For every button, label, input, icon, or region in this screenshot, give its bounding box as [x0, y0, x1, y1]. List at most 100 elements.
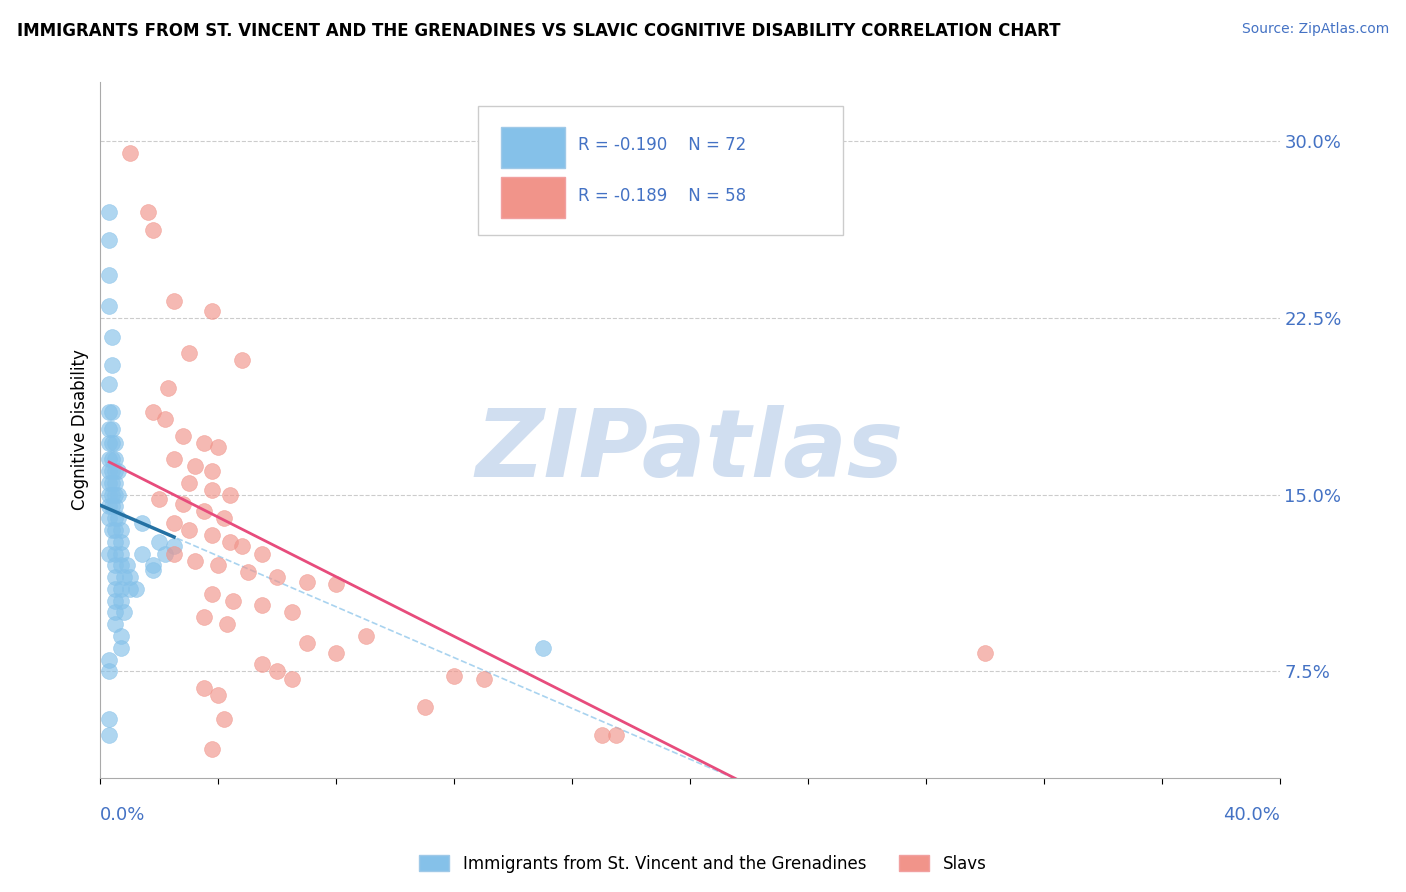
Point	[98, 653, 121, 667]
Point	[104, 558, 127, 573]
Point	[101, 523, 124, 537]
Point	[212, 712, 235, 726]
Point	[157, 381, 180, 395]
Point	[148, 534, 170, 549]
Point	[125, 582, 148, 596]
Point	[142, 558, 165, 573]
Point	[112, 606, 135, 620]
Point	[118, 570, 141, 584]
Point	[101, 405, 124, 419]
Point	[231, 353, 253, 368]
Point	[98, 547, 121, 561]
Point	[110, 629, 132, 643]
Point	[281, 606, 304, 620]
Point	[207, 558, 229, 573]
Point	[155, 412, 177, 426]
Point	[101, 435, 124, 450]
Point	[163, 540, 186, 554]
Point	[443, 669, 465, 683]
Point	[98, 435, 121, 450]
Text: ZIPatlas: ZIPatlas	[475, 405, 904, 497]
Point	[142, 405, 165, 419]
Point	[110, 547, 132, 561]
Text: 40.0%: 40.0%	[1223, 805, 1279, 824]
Point	[163, 516, 186, 530]
Point	[104, 511, 127, 525]
Point	[281, 672, 304, 686]
Point	[118, 145, 141, 160]
Point	[177, 475, 200, 490]
Point	[973, 646, 995, 660]
Point	[104, 487, 127, 501]
Point	[219, 534, 242, 549]
Point	[325, 646, 347, 660]
Text: R = -0.189    N = 58: R = -0.189 N = 58	[578, 186, 747, 205]
Point	[212, 511, 235, 525]
Point	[98, 233, 121, 247]
Point	[101, 452, 124, 467]
FancyBboxPatch shape	[502, 127, 565, 168]
Point	[472, 672, 495, 686]
Point	[177, 346, 200, 360]
Point	[217, 617, 239, 632]
Point	[201, 303, 224, 318]
Point	[98, 299, 121, 313]
Point	[101, 500, 124, 514]
Point	[104, 452, 127, 467]
Text: IMMIGRANTS FROM ST. VINCENT AND THE GRENADINES VS SLAVIC COGNITIVE DISABILITY CO: IMMIGRANTS FROM ST. VINCENT AND THE GREN…	[17, 22, 1060, 40]
Point	[104, 435, 127, 450]
Point	[183, 553, 205, 567]
Point	[231, 540, 253, 554]
Point	[101, 421, 124, 435]
Point	[110, 640, 132, 655]
Point	[201, 464, 224, 478]
Point	[98, 464, 121, 478]
Point	[252, 547, 274, 561]
Point	[207, 688, 229, 702]
Point	[110, 582, 132, 596]
Point	[266, 665, 288, 679]
Point	[325, 577, 347, 591]
Point	[131, 547, 153, 561]
Point	[104, 617, 127, 632]
Text: R = -0.190    N = 72: R = -0.190 N = 72	[578, 136, 747, 154]
Point	[183, 459, 205, 474]
Point	[354, 629, 377, 643]
Point	[131, 516, 153, 530]
Point	[101, 329, 124, 343]
Point	[98, 475, 121, 490]
Point	[98, 511, 121, 525]
Point	[193, 435, 215, 450]
Point	[98, 376, 121, 391]
Point	[112, 570, 135, 584]
Point	[605, 728, 627, 742]
Point	[98, 204, 121, 219]
Point	[110, 523, 132, 537]
Point	[142, 563, 165, 577]
Point	[266, 570, 288, 584]
Point	[104, 534, 127, 549]
Point	[98, 500, 121, 514]
Point	[118, 582, 141, 596]
Point	[98, 268, 121, 283]
Point	[193, 681, 215, 695]
Point	[104, 464, 127, 478]
Point	[101, 358, 124, 372]
Point	[163, 452, 186, 467]
Point	[136, 204, 159, 219]
Point	[107, 511, 129, 525]
Point	[98, 487, 121, 501]
Point	[295, 574, 318, 589]
Point	[107, 487, 129, 501]
Point	[110, 534, 132, 549]
Point	[172, 497, 194, 511]
Point	[104, 582, 127, 596]
Point	[98, 712, 121, 726]
Point	[163, 547, 186, 561]
Y-axis label: Cognitive Disability: Cognitive Disability	[72, 350, 89, 510]
Point	[413, 699, 436, 714]
Point	[98, 728, 121, 742]
Point	[222, 593, 245, 607]
Point	[193, 610, 215, 624]
Point	[148, 492, 170, 507]
